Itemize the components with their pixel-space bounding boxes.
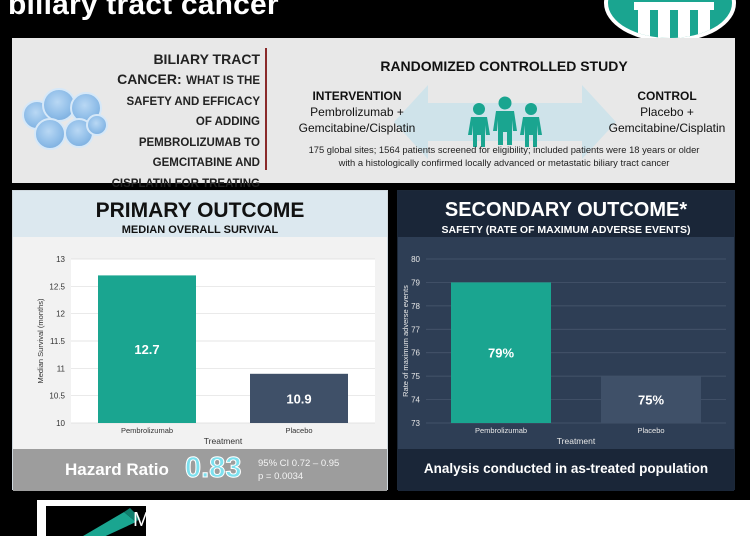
data-label: 79% <box>488 346 514 361</box>
pen-icon <box>46 506 146 536</box>
intervention-drug: Pembrolizumab + <box>310 105 404 119</box>
x-axis-label: Treatment <box>557 436 596 446</box>
conclusion-text: Median overall survival was greater in t… <box>133 509 644 531</box>
y-tick-label: 76 <box>411 349 420 358</box>
y-tick-label: 11 <box>57 364 66 373</box>
y-axis-label: Median Survival (months) <box>36 298 45 384</box>
p-value: p = 0.0034 <box>258 470 304 482</box>
hazard-ratio-stats: 95% CI 0.72 – 0.95 p = 0.0034 <box>258 458 339 484</box>
conclusion-band <box>37 500 750 536</box>
intervention-heading: INTERVENTION <box>312 89 402 103</box>
primary-title: PRIMARY OUTCOME <box>95 199 305 222</box>
survival-bar-chart: 13 12.5 12 11.5 11 10.5 10 12.7 Pembrolizumab 10.… <box>36 255 375 446</box>
bar-placebo <box>601 376 701 423</box>
study-design-panel: BILIARY TRACT CANCER: WHAT IS THE SAFETY… <box>12 38 735 210</box>
x-axis-label: Treatment <box>204 436 243 446</box>
y-tick-label: 10.5 <box>49 392 65 401</box>
double-arrow-icon <box>394 85 616 159</box>
y-tick-label: 10 <box>56 419 65 428</box>
data-label: 10.9 <box>286 391 311 406</box>
hazard-ratio-label: Hazard Ratio <box>65 460 169 479</box>
x-tick-label: Placebo <box>285 426 312 435</box>
y-tick-label: 11.5 <box>50 337 66 346</box>
secondary-subtitle: SAFETY (RATE OF MAXIMUM ADVERSE EVENTS) <box>441 224 691 236</box>
y-tick-label: 78 <box>411 302 420 311</box>
y-tick-label: 75 <box>411 372 420 381</box>
question-topic: BILIARY TRACT CANCER: <box>117 51 260 88</box>
x-tick-label: Pembrolizumab <box>475 426 527 435</box>
control-chemo: Gemcitabine/Cisplatin <box>608 120 726 135</box>
study-design-title: RANDOMIZED CONTROLLED STUDY <box>380 58 628 74</box>
control-drug: Placebo + <box>640 105 694 119</box>
y-tick-label: 12 <box>56 310 65 319</box>
journal-logo <box>604 0 736 42</box>
bar-placebo <box>250 373 348 423</box>
analysis-note-bar: Analysis conducted in as-treated populat… <box>398 449 734 491</box>
secondary-header: SECONDARY OUTCOME* SAFETY (RATE OF MAXIM… <box>398 191 734 237</box>
primary-header: PRIMARY OUTCOME MEDIAN OVERALL SURVIVAL <box>13 191 387 237</box>
control-arm: Placebo + Gemcitabine/Cisplatin <box>594 105 740 136</box>
primary-subtitle: MEDIAN OVERALL SURVIVAL <box>121 224 279 236</box>
bar-pembrolizumab <box>451 282 551 423</box>
sites-line: 175 global sites; 1564 patients screened… <box>308 144 700 155</box>
confidence-interval: 95% CI 0.72 – 0.95 <box>258 458 340 469</box>
secondary-title: SECONDARY OUTCOME* <box>444 199 688 221</box>
y-tick-label: 13 <box>56 255 65 264</box>
intervention-chemo: Gemcitabine/Cisplatin <box>298 120 416 135</box>
population-description: 175 global sites; 1564 patients screened… <box>282 144 726 169</box>
y-tick-label: 77 <box>411 325 420 334</box>
control-heading: CONTROL <box>637 89 697 103</box>
bar-pembrolizumab <box>98 275 196 423</box>
y-tick-label: 74 <box>411 396 420 405</box>
primary-outcome-panel: PRIMARY OUTCOME MEDIAN OVERALL SURVIVAL … <box>12 190 388 491</box>
hazard-ratio-value: 0.83 <box>184 452 242 485</box>
divider <box>265 48 267 170</box>
x-tick-label: Placebo <box>637 426 664 435</box>
page-title: biliary tract cancer <box>8 0 279 21</box>
y-axis-label: Rate of maximum adverse events <box>401 285 410 397</box>
y-tick-label: 12.5 <box>49 282 65 291</box>
people-icon <box>468 96 542 147</box>
analysis-note: Analysis conducted in as-treated populat… <box>423 461 709 476</box>
intervention-arm: Pembrolizumab + Gemcitabine/Cisplatin <box>284 105 430 136</box>
data-label: 12.7 <box>134 342 159 357</box>
x-tick-label: Pembrolizumab <box>121 426 173 435</box>
y-tick-label: 73 <box>411 419 420 428</box>
hazard-ratio-bar: Hazard Ratio 0.83 95% CI 0.72 – 0.95 p =… <box>13 449 387 491</box>
y-tick-label: 80 <box>411 255 420 264</box>
cancer-cells-icon <box>20 84 110 154</box>
y-tick-label: 79 <box>411 278 420 287</box>
inclusion-line: with a histologically confirmed locally … <box>338 156 670 168</box>
secondary-outcome-panel: SECONDARY OUTCOME* SAFETY (RATE OF MAXIM… <box>397 190 735 491</box>
data-label: 75% <box>638 393 664 408</box>
adverse-events-bar-chart: 80 79 78 77 76 75 74 73 79% Pembrolizumab 75% Place… <box>401 255 726 446</box>
